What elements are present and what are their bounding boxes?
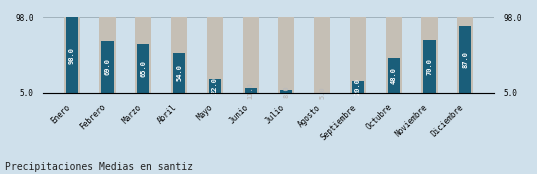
- Text: 11.0: 11.0: [248, 82, 253, 99]
- Bar: [99, 17, 115, 93]
- Text: 48.0: 48.0: [391, 67, 397, 84]
- Text: 5.0: 5.0: [319, 86, 325, 99]
- Text: 98.0: 98.0: [69, 47, 75, 64]
- Bar: [243, 17, 259, 93]
- Bar: [209, 79, 221, 93]
- Bar: [137, 44, 149, 93]
- Text: 87.0: 87.0: [462, 51, 468, 68]
- Bar: [422, 17, 438, 93]
- Text: 65.0: 65.0: [140, 60, 146, 77]
- Text: 22.0: 22.0: [212, 77, 218, 94]
- Bar: [207, 17, 223, 93]
- Bar: [457, 17, 473, 93]
- Text: 54.0: 54.0: [176, 64, 182, 81]
- Bar: [244, 88, 257, 93]
- Text: 69.0: 69.0: [105, 58, 111, 75]
- Bar: [424, 40, 436, 93]
- Bar: [314, 17, 330, 93]
- Bar: [135, 17, 151, 93]
- Bar: [350, 17, 366, 93]
- Text: 20.0: 20.0: [355, 78, 361, 95]
- Bar: [171, 17, 187, 93]
- Text: Precipitaciones Medias en santiz: Precipitaciones Medias en santiz: [5, 162, 193, 172]
- Text: 8.0: 8.0: [284, 85, 289, 98]
- Bar: [173, 53, 185, 93]
- Bar: [352, 81, 364, 93]
- Bar: [386, 17, 402, 93]
- Bar: [278, 17, 294, 93]
- Bar: [459, 26, 471, 93]
- Bar: [388, 58, 400, 93]
- Bar: [101, 41, 113, 93]
- Text: 70.0: 70.0: [426, 58, 432, 75]
- Bar: [66, 17, 78, 93]
- Bar: [280, 90, 293, 93]
- Bar: [64, 17, 80, 93]
